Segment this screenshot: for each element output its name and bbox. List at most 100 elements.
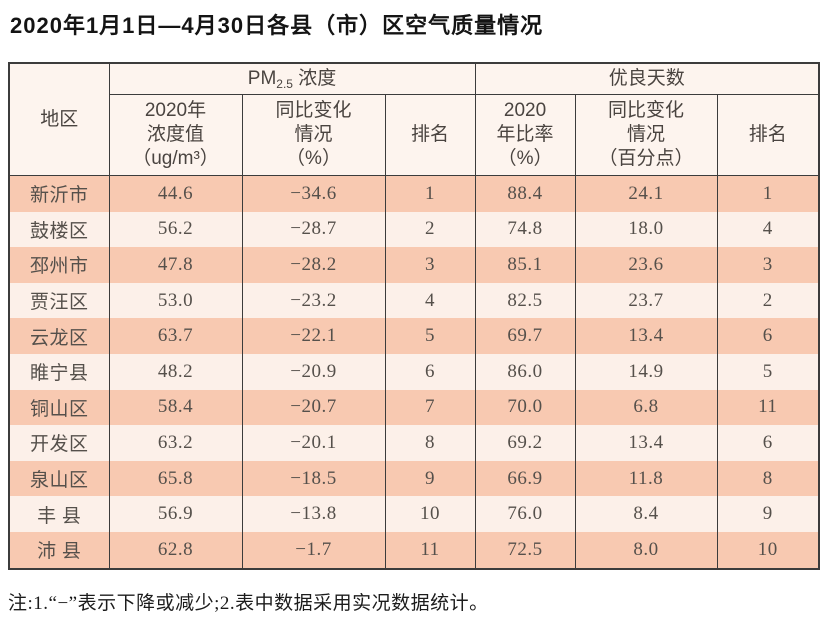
good-change-cell: 8.0 <box>574 531 718 569</box>
region-cell: 睢宁县 <box>8 353 110 390</box>
header-good-change: 同比变化 情况 （百分点） <box>574 94 718 176</box>
region-cell: 铜山区 <box>8 389 110 426</box>
pm-change-cell: −34.6 <box>241 175 386 212</box>
region-cell: 邳州市 <box>8 247 110 283</box>
pm-rank-cell: 3 <box>384 247 476 283</box>
pm-change-cell: −22.1 <box>241 318 386 354</box>
pm-value-cell: 62.8 <box>108 531 243 569</box>
pm-change-cell: −1.7 <box>241 531 386 569</box>
good-rank-cell: 5 <box>716 353 820 390</box>
good-rank-cell: 6 <box>716 425 820 461</box>
good-rate-cell: 66.9 <box>474 460 576 497</box>
pm-change-cell: −28.7 <box>241 211 386 248</box>
pm-value-cell: 63.7 <box>108 318 243 354</box>
table-row: 铜山区 58.4 −20.7 7 70.0 6.8 11 <box>8 389 820 426</box>
pm-rank-cell: 2 <box>384 211 476 248</box>
pm-change-cell: −20.1 <box>241 425 386 461</box>
good-rank-cell: 3 <box>716 247 820 283</box>
good-change-cell: 11.8 <box>574 460 718 497</box>
good-change-cell: 23.6 <box>574 247 718 283</box>
pm-rank-cell: 11 <box>384 531 476 569</box>
good-rank-cell: 6 <box>716 318 820 354</box>
good-rate-cell: 69.7 <box>474 318 576 354</box>
good-change-cell: 24.1 <box>574 175 718 212</box>
table-row: 沛 县 62.8 −1.7 11 72.5 8.0 10 <box>8 531 820 569</box>
pm-value-cell: 65.8 <box>108 460 243 497</box>
pm-change-cell: −23.2 <box>241 282 386 319</box>
pm-rank-cell: 6 <box>384 353 476 390</box>
region-cell: 沛 县 <box>8 531 110 569</box>
header-good-rate: 2020 年比率 （%） <box>474 94 576 176</box>
good-rate-cell: 88.4 <box>474 175 576 212</box>
table-row: 新沂市 44.6 −34.6 1 88.4 24.1 1 <box>8 175 820 212</box>
region-cell: 开发区 <box>8 425 110 461</box>
pm-rank-cell: 9 <box>384 460 476 497</box>
good-rank-cell: 1 <box>716 175 820 212</box>
pm-value-cell: 63.2 <box>108 425 243 461</box>
pm-value-cell: 48.2 <box>108 353 243 390</box>
good-change-cell: 13.4 <box>574 318 718 354</box>
good-rank-cell: 11 <box>716 389 820 426</box>
pm25-suffix: 浓度 <box>292 67 337 89</box>
header-pm-rank: 排名 <box>384 94 476 176</box>
header-region: 地区 <box>8 63 110 176</box>
footnote: 注:1.“−”表示下降或减少;2.表中数据采用实况数据统计。 <box>8 593 489 614</box>
header-group-row: 地区 PM2.5 浓度 优良天数 <box>8 63 820 176</box>
table-row: 开发区 63.2 −20.1 8 69.2 13.4 6 <box>8 425 820 461</box>
pm25-prefix: PM <box>247 67 277 89</box>
pm-rank-cell: 5 <box>384 318 476 354</box>
table-header: 地区 PM2.5 浓度 优良天数 2020年 浓度值 （ug/m³） 同比变化 … <box>8 63 820 176</box>
table-row: 泉山区 65.8 −18.5 9 66.9 11.8 8 <box>8 460 820 497</box>
header-pm-value: 2020年 浓度值 （ug/m³） <box>108 94 243 176</box>
header-good-days-group: 优良天数 <box>474 63 820 95</box>
header-sub-row: 2020年 浓度值 （ug/m³） 同比变化 情况 （%） 排名 2020 年比… <box>9 94 820 176</box>
region-cell: 贾汪区 <box>8 282 110 319</box>
good-rate-cell: 76.0 <box>474 496 576 532</box>
pm-rank-cell: 7 <box>384 389 476 426</box>
table-body: 新沂市 44.6 −34.6 1 88.4 24.1 1 鼓楼区 56.2 −2… <box>8 175 820 569</box>
good-rate-cell: 72.5 <box>474 531 576 569</box>
good-rank-cell: 10 <box>716 531 820 569</box>
region-cell: 丰 县 <box>8 496 110 532</box>
pm-value-cell: 53.0 <box>108 282 243 319</box>
good-change-cell: 23.7 <box>574 282 718 319</box>
good-rate-cell: 86.0 <box>474 353 576 390</box>
good-rank-cell: 9 <box>716 496 820 532</box>
region-cell: 新沂市 <box>8 175 110 212</box>
pm-rank-cell: 4 <box>384 282 476 319</box>
table-row: 贾汪区 53.0 −23.2 4 82.5 23.7 2 <box>8 282 820 319</box>
pm-rank-cell: 8 <box>384 425 476 461</box>
region-cell: 云龙区 <box>8 318 110 354</box>
good-rate-cell: 82.5 <box>474 282 576 319</box>
pm-value-cell: 56.9 <box>108 496 243 532</box>
pm-value-cell: 56.2 <box>108 211 243 248</box>
header-good-rank: 排名 <box>716 94 820 176</box>
table-row: 丰 县 56.9 −13.8 10 76.0 8.4 9 <box>8 496 820 532</box>
pm25-subscript: 2.5 <box>276 76 293 91</box>
pm-rank-cell: 10 <box>384 496 476 532</box>
good-rank-cell: 2 <box>716 282 820 319</box>
good-change-cell: 6.8 <box>574 389 718 426</box>
table-row: 睢宁县 48.2 −20.9 6 86.0 14.9 5 <box>8 353 820 390</box>
pm-value-cell: 44.6 <box>108 175 243 212</box>
good-change-cell: 13.4 <box>574 425 718 461</box>
pm-change-cell: −20.9 <box>241 353 386 390</box>
header-pm-change: 同比变化 情况 （%） <box>241 94 386 176</box>
region-cell: 鼓楼区 <box>8 211 110 248</box>
pm-rank-cell: 1 <box>384 175 476 212</box>
air-quality-table: 地区 PM2.5 浓度 优良天数 2020年 浓度值 （ug/m³） 同比变化 … <box>8 62 821 570</box>
table-row: 云龙区 63.7 −22.1 5 69.7 13.4 6 <box>8 318 820 354</box>
good-change-cell: 18.0 <box>574 211 718 248</box>
good-rank-cell: 8 <box>716 460 820 497</box>
good-change-cell: 8.4 <box>574 496 718 532</box>
good-rate-cell: 69.2 <box>474 425 576 461</box>
page-title: 2020年1月1日—4月30日各县（市）区空气质量情况 <box>10 13 544 38</box>
pm-change-cell: −28.2 <box>241 247 386 283</box>
table-row: 邳州市 47.8 −28.2 3 85.1 23.6 3 <box>8 247 820 283</box>
good-rate-cell: 70.0 <box>474 389 576 426</box>
good-rank-cell: 4 <box>716 211 820 248</box>
pm-change-cell: −18.5 <box>241 460 386 497</box>
good-change-cell: 14.9 <box>574 353 718 390</box>
header-pm25-group: PM2.5 浓度 <box>108 63 476 95</box>
table-row: 鼓楼区 56.2 −28.7 2 74.8 18.0 4 <box>8 211 820 248</box>
